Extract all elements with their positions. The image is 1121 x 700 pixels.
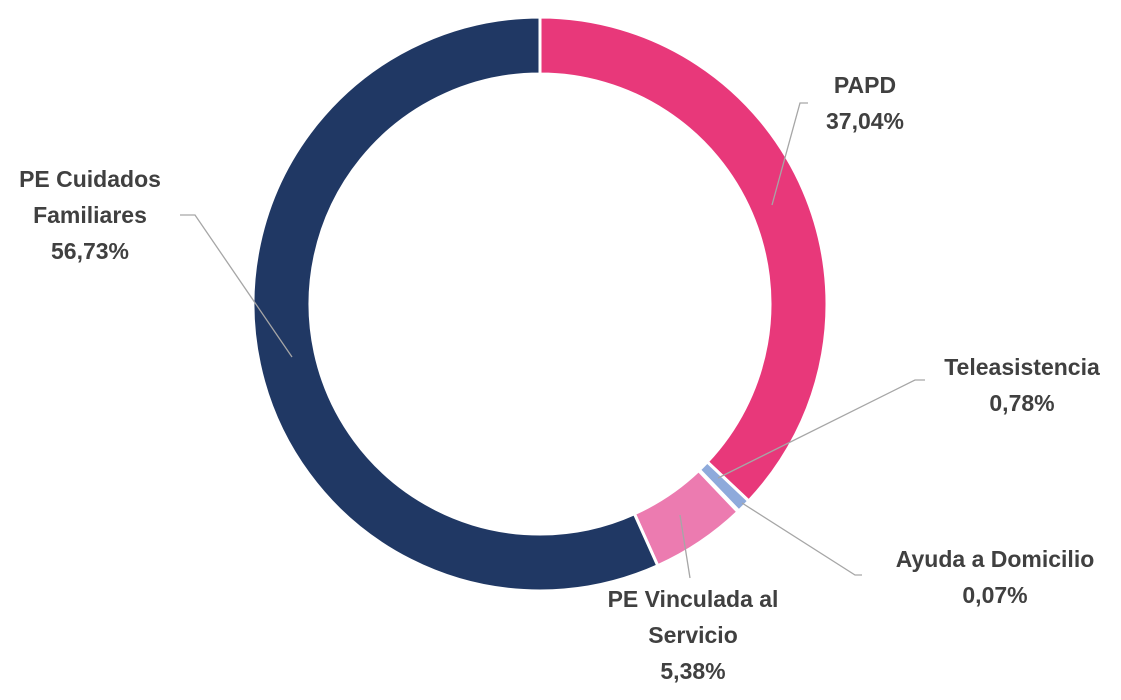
data-label: Teleasistencia 0,78% [912,349,1121,421]
donut-slice [538,15,829,504]
donut-slice [251,15,660,593]
leader-line [741,502,862,576]
data-label: Ayuda a Domicilio 0,07% [860,541,1121,613]
leader-line [679,514,691,579]
category-label: Ayuda a Domicilio [895,546,1095,572]
category-label: PE Cuidados Familiares [19,166,161,228]
data-label: PE Cuidados Familiares 56,73% [0,161,180,269]
category-label: PAPD [833,72,897,98]
value-label: 37,04% [825,108,904,134]
value-label: 0,78% [989,390,1055,416]
category-label: PE Vinculada al Servicio [607,586,779,648]
value-label: 5,38% [660,658,726,684]
data-label: PE Vinculada al Servicio 5,38% [578,581,808,689]
leader-line [180,214,293,358]
value-label: 0,07% [962,582,1028,608]
leader-line [717,379,925,479]
category-label: Teleasistencia [944,354,1100,380]
leader-line [771,102,808,206]
data-label: PAPD 37,04% [785,67,945,139]
value-label: 56,73% [50,238,129,264]
